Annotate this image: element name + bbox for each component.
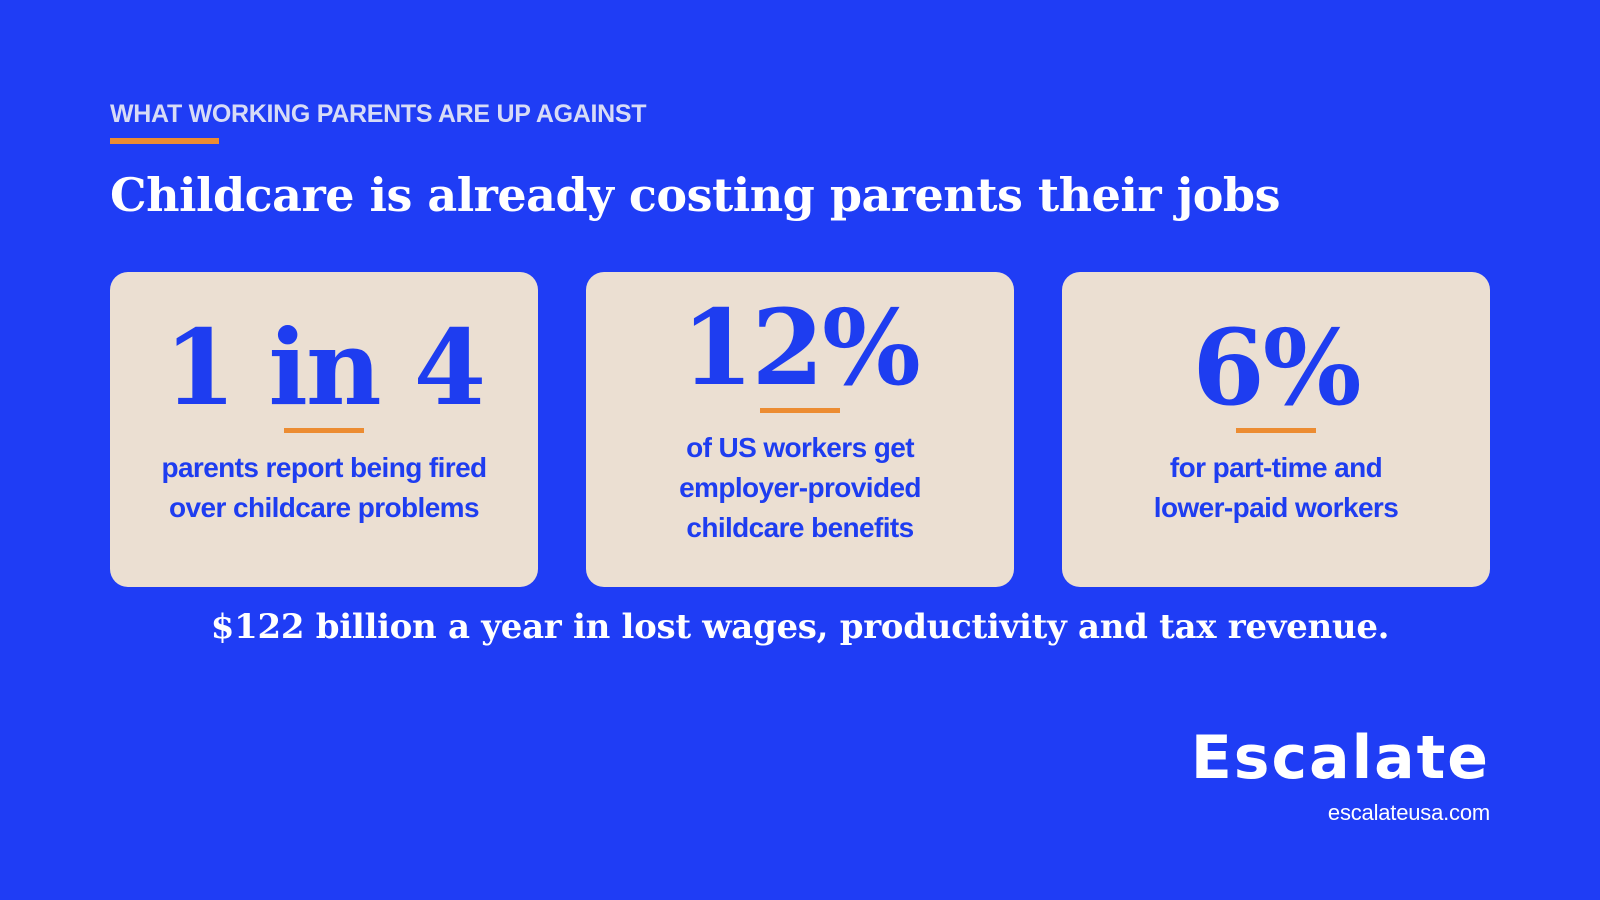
stat-underline xyxy=(284,428,364,433)
stat-description-line: of US workers get xyxy=(686,432,914,463)
stat-description-line: lower-paid workers xyxy=(1153,492,1399,523)
stat-value: 12% xyxy=(681,286,921,409)
stat-description-line: childcare benefits xyxy=(686,512,914,543)
brand-logo: Escalate xyxy=(1190,723,1490,793)
stat-description-line: parents report being fired xyxy=(161,452,487,483)
website-url: escalateusa.com xyxy=(1327,800,1490,825)
stat-description: of US workers get employer-provided chil… xyxy=(586,428,1014,548)
stat-description: parents report being fired over childcar… xyxy=(110,448,538,528)
stat-value: 6% xyxy=(1192,306,1361,429)
stat-description-line: employer-provided xyxy=(679,472,921,503)
eyebrow-underline xyxy=(110,138,219,144)
eyebrow-label: WHAT WORKING PARENTS ARE UP AGAINST xyxy=(110,100,647,128)
stat-card-part-time: 6% for part-time and lower-paid workers xyxy=(1062,272,1490,587)
stat-card-benefits: 12% of US workers get employer-provided … xyxy=(586,272,1014,587)
stat-description-line: over childcare problems xyxy=(169,492,479,523)
summary-statement: $122 billion a year in lost wages, produ… xyxy=(210,607,1390,647)
stat-underline xyxy=(760,408,840,413)
stat-description: for part-time and lower-paid workers xyxy=(1062,448,1490,528)
headline: Childcare is already costing parents the… xyxy=(110,168,1280,222)
stat-description-line: for part-time and xyxy=(1169,452,1383,483)
stat-value: 1 in 4 xyxy=(163,306,486,429)
stat-card-fired: 1 in 4 parents report being fired over c… xyxy=(110,272,538,587)
stat-underline xyxy=(1236,428,1316,433)
